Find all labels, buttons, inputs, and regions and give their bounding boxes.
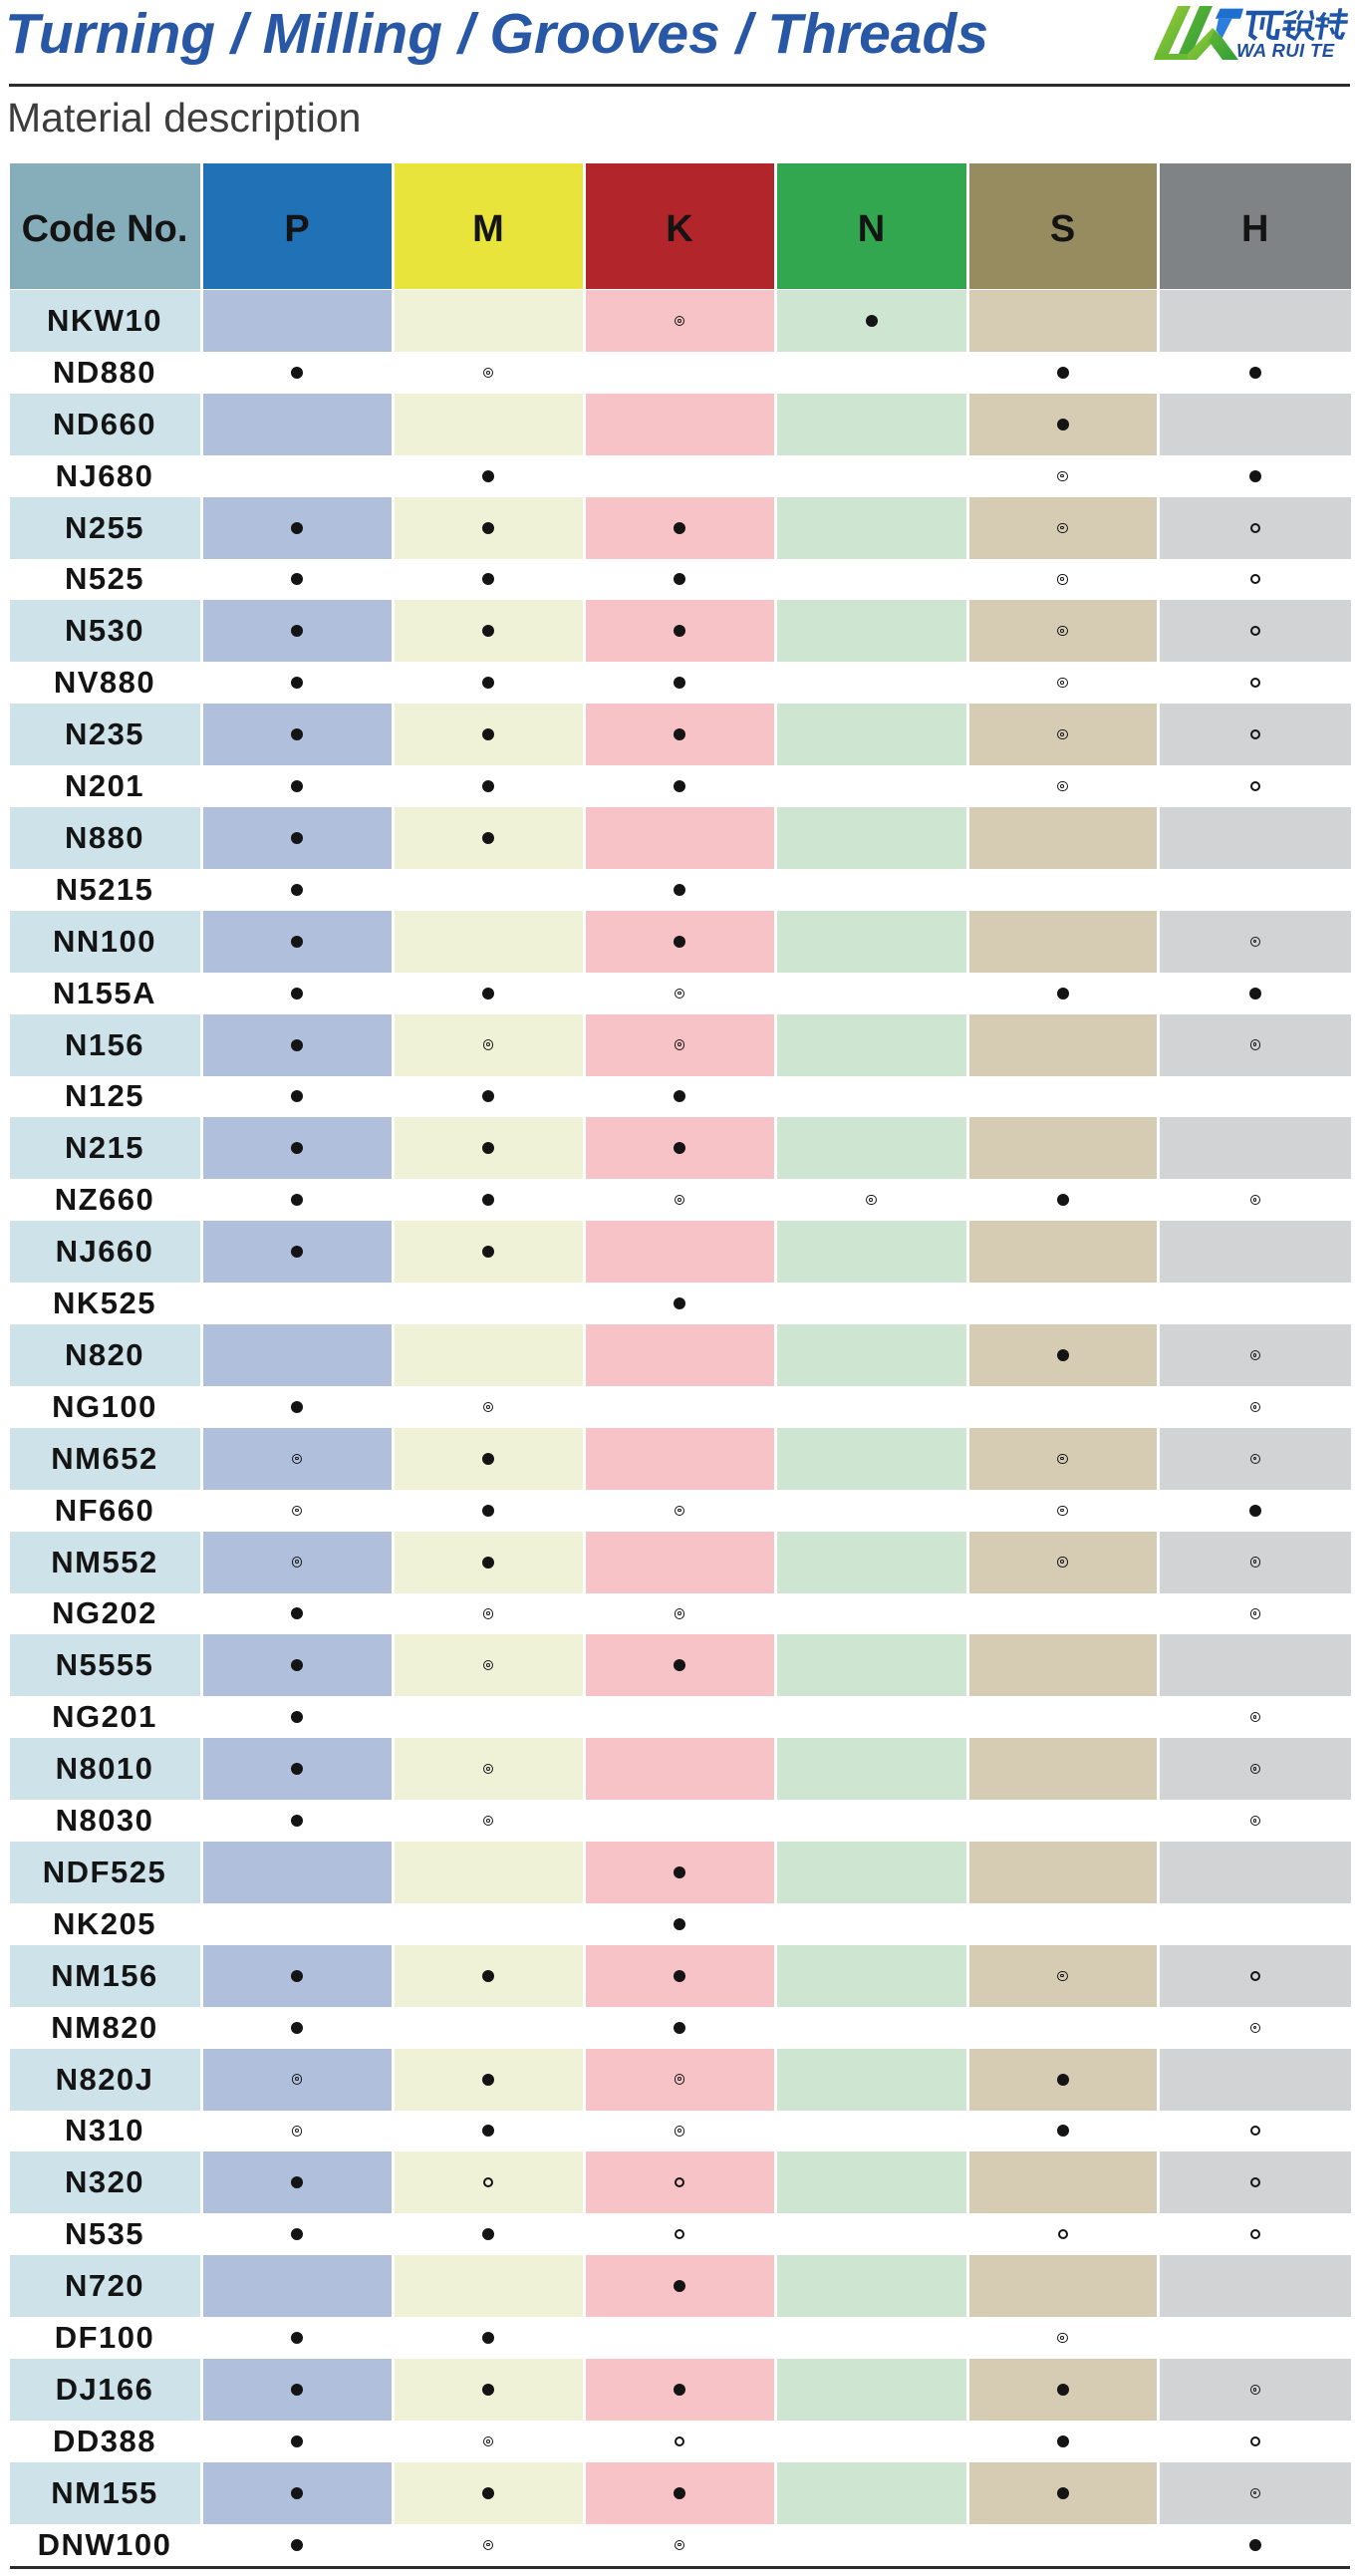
svg-text:WA RUI TE: WA RUI TE <box>1236 40 1335 61</box>
